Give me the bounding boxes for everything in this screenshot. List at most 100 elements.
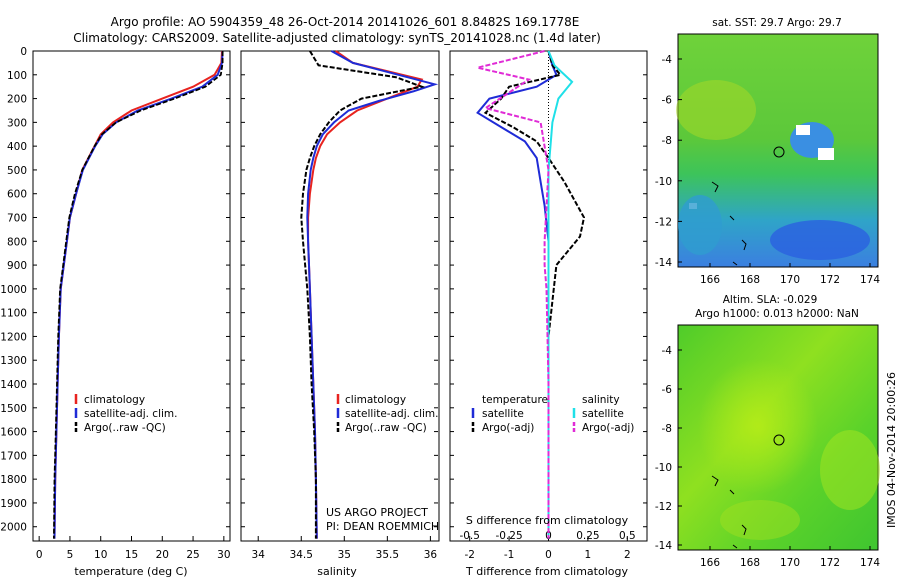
s-tick-label: 0.5 — [619, 530, 636, 542]
x-tick-label: 2 — [624, 549, 631, 561]
temp-legend: climatology satellite-adj. clim. Argo(..… — [74, 394, 177, 434]
x-tick-label: 5 — [67, 549, 74, 561]
sla-map-y-axis: -4 -6 -8 -10 -12 -14 — [655, 345, 682, 552]
series-line-2 — [53, 51, 224, 539]
x-tick-label: 25 — [186, 549, 199, 561]
sal-xlabel: salinity — [317, 565, 357, 578]
map-y-tick-label: -10 — [655, 462, 672, 474]
s-tick-label: -0.5 — [459, 530, 480, 542]
map-y-tick-label: -12 — [655, 216, 672, 228]
x-tick-label: 20 — [156, 549, 169, 561]
x-tick-label: 34 — [252, 549, 266, 561]
diff-s-label: S difference from climatology — [466, 514, 629, 527]
x-tick-label: 35 — [338, 549, 351, 561]
map-y-tick-label: -10 — [655, 176, 672, 188]
depth-axis: 0 100 200 300 400 500 600 700 800 900 1000 1100 1200… — [0, 46, 647, 534]
map-x-tick-label: 170 — [780, 274, 800, 286]
map-x-tick-label: 166 — [700, 557, 720, 569]
depth-tick-label: 1100 — [0, 308, 27, 320]
depth-tick-label: 800 — [7, 236, 27, 248]
depth-tick-label: 1500 — [0, 403, 27, 415]
diff-legend-t-argo: Argo(-adj) — [482, 422, 534, 434]
x-tick-label: 35.5 — [376, 549, 399, 561]
depth-tick-label: 900 — [7, 260, 27, 272]
depth-tick-label: 500 — [7, 165, 27, 177]
sal-legend: climatology satellite-adj. clim. Argo(..… — [336, 394, 438, 434]
temp-xlabel: temperature (deg C) — [74, 565, 187, 578]
map-x-tick-label: 168 — [740, 274, 760, 286]
project-line-1: US ARGO PROJECT — [326, 506, 428, 519]
project-line-2: PI: DEAN ROEMMICH — [326, 520, 439, 533]
depth-tick-label: 1600 — [0, 427, 27, 439]
sla-map-x-axis: 166 168 170 172 174 — [700, 546, 880, 569]
x-tick-label: 0 — [36, 549, 43, 561]
depth-tick-label: 1800 — [0, 474, 27, 486]
map-y-tick-label: -4 — [662, 345, 673, 357]
x-tick-label: 36 — [424, 549, 438, 561]
argo-location-marker-sla — [773, 434, 785, 446]
header-line-2: Climatology: CARS2009. Satellite-adjuste… — [73, 31, 601, 45]
map-y-tick-label: -4 — [662, 54, 673, 66]
sal-profile-lines — [300, 50, 439, 539]
sla-map-title-2: Argo h1000: 0.013 h2000: NaN — [695, 308, 859, 320]
sst-map-x-axis: 166 168 170 172 174 — [700, 263, 880, 286]
depth-tick-label: 200 — [7, 94, 27, 106]
series-line-1 — [483, 50, 586, 539]
temp-panel-frame — [32, 50, 231, 542]
depth-tick-label: 0 — [20, 46, 27, 58]
map-y-tick-label: -6 — [662, 384, 673, 396]
depth-tick-label: 300 — [7, 117, 27, 129]
sla-map — [677, 324, 880, 551]
temp-legend-argo: Argo(..raw -QC) — [84, 422, 166, 434]
x-tick-label: -2 — [464, 549, 474, 561]
depth-tick-label: 1400 — [0, 379, 27, 391]
series-line-2 — [547, 50, 574, 539]
depth-tick-label: 1900 — [0, 498, 27, 510]
sal-legend-satellite: satellite-adj. clim. — [345, 408, 438, 420]
sal-panel-frame — [240, 50, 440, 542]
series-line-1 — [306, 50, 439, 539]
map-x-tick-label: 168 — [740, 557, 760, 569]
diff-legend-t-sat: satellite — [482, 408, 524, 420]
x-tick-label: 30 — [217, 549, 230, 561]
sal-legend-climatology: climatology — [345, 394, 406, 406]
sal-legend-argo: Argo(..raw -QC) — [345, 422, 427, 434]
sal-x-axis: 34 34.5 35 35.5 36 — [252, 536, 438, 561]
argo-location-marker-sst — [773, 146, 785, 158]
sst-map — [676, 33, 879, 268]
s-tick-label: 0.25 — [576, 530, 599, 542]
diff-legend-t-title: temperature — [482, 394, 548, 406]
temp-x-axis: 0 5 10 15 20 25 30 — [36, 536, 231, 561]
series-line-3 — [477, 50, 550, 539]
diff-profile-lines — [476, 50, 586, 541]
depth-tick-label: 1200 — [0, 331, 27, 343]
diff-xlabel: T difference from climatology — [465, 565, 628, 578]
depth-tick-label: 1300 — [0, 355, 27, 367]
diff-legend-s-sat: satellite — [582, 408, 624, 420]
depth-tick-label: 100 — [7, 70, 27, 82]
map-x-tick-label: 174 — [860, 557, 880, 569]
x-tick-label: 1 — [585, 549, 592, 561]
x-tick-label: -1 — [504, 549, 514, 561]
depth-tick-label: 400 — [7, 141, 27, 153]
map-y-tick-label: -6 — [662, 95, 673, 107]
x-tick-label: 10 — [94, 549, 107, 561]
x-tick-label: 15 — [125, 549, 138, 561]
depth-tick-label: 1700 — [0, 450, 27, 462]
sla-map-title-1: Altim. SLA: -0.029 — [723, 294, 818, 306]
depth-tick-label: 2000 — [0, 522, 27, 534]
series-line-2 — [300, 50, 426, 539]
map-x-tick-label: 172 — [820, 557, 840, 569]
s-tick-label: -0.25 — [496, 530, 523, 542]
temp-profile-lines — [53, 50, 224, 539]
header-line-1: Argo profile: AO 5904359_48 26-Oct-2014 … — [111, 15, 580, 29]
x-tick-label: 0 — [545, 549, 552, 561]
map-x-tick-label: 174 — [860, 274, 880, 286]
imos-stamp: IMOS 04-Nov-2014 20:00:26 — [885, 372, 898, 528]
map-x-tick-label: 166 — [700, 274, 720, 286]
depth-tick-label: 700 — [7, 213, 27, 225]
map-x-tick-label: 172 — [820, 274, 840, 286]
temp-legend-satellite: satellite-adj. clim. — [84, 408, 177, 420]
map-y-tick-label: -12 — [655, 501, 672, 513]
